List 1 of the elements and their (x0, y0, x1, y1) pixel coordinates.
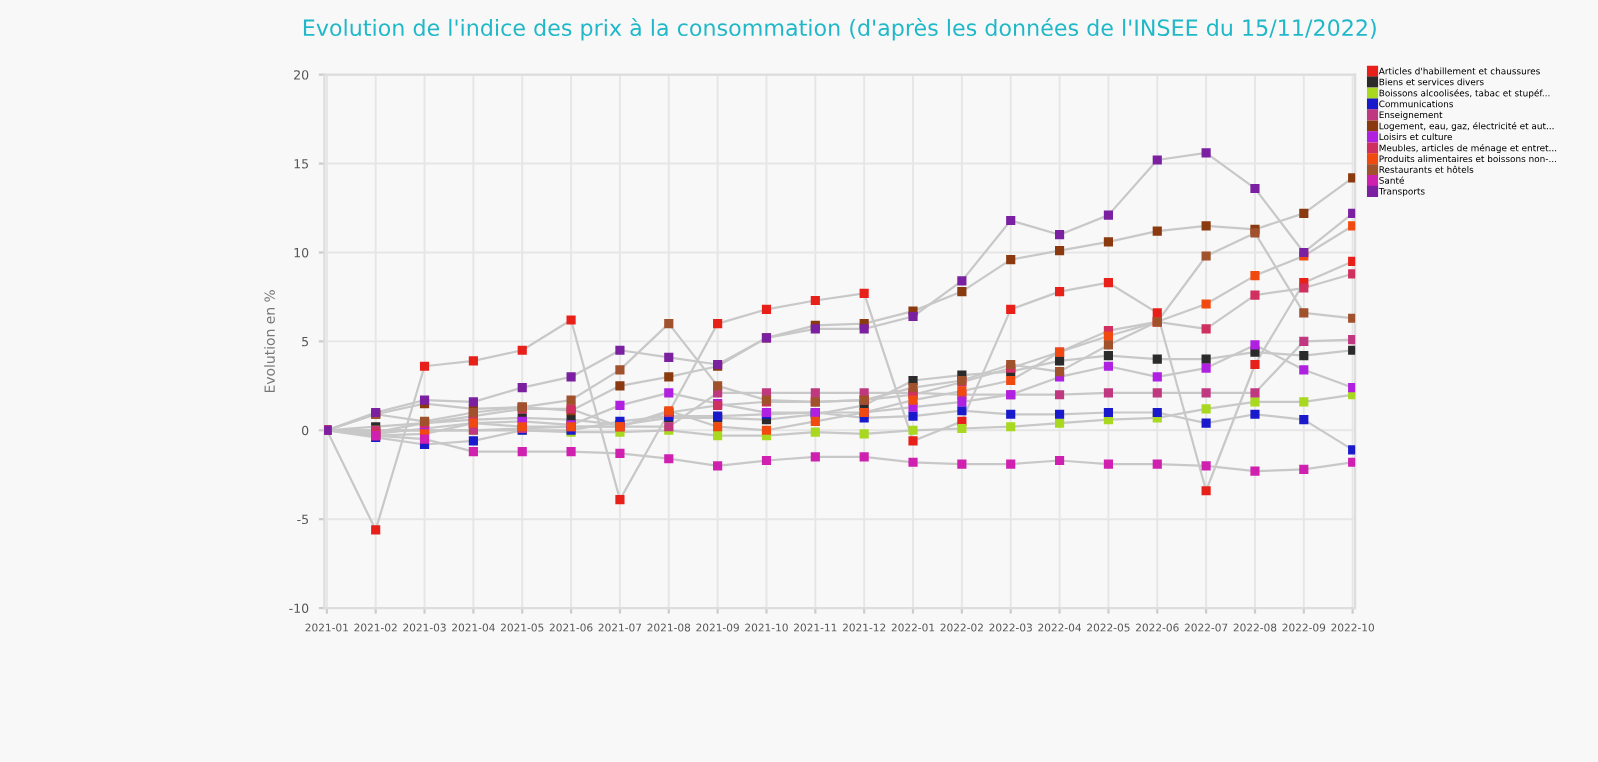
chart-title: Evolution de l'indice des prix à la consommation (d'après les données de l'INSEE du 15/11/2022) (303, 18, 1376, 41)
